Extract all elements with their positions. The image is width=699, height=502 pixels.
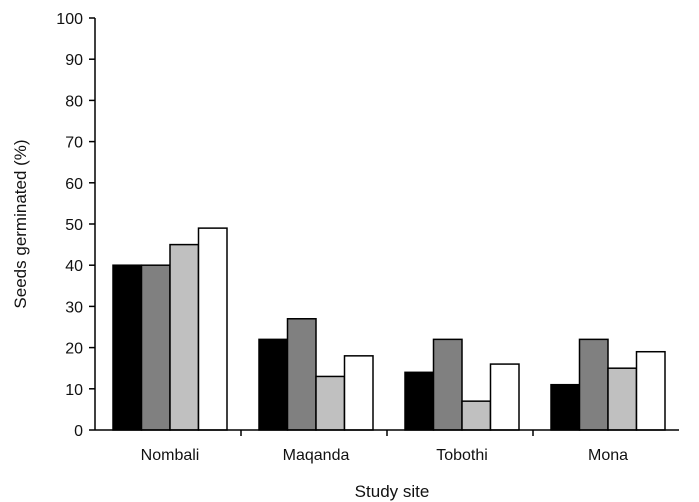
x-tick-label-tobothi: Tobothi <box>436 447 488 464</box>
y-tick-label: 20 <box>65 341 83 358</box>
bar-mona-4 <box>635 350 666 431</box>
bars-group <box>112 227 666 431</box>
x-ticks-group: Nombali Maqanda Tobothi Mona <box>141 430 628 464</box>
y-tick-label: 0 <box>74 423 83 440</box>
bar-tobothi-1 <box>404 371 435 431</box>
bar-maqanda-4 <box>343 355 374 431</box>
bar-mona-2 <box>578 338 609 431</box>
bar-tobothi-3 <box>461 400 492 431</box>
bar-tobothi-4 <box>489 363 520 431</box>
y-tick-label: 60 <box>65 176 83 193</box>
x-tick-label-nombali: Nombali <box>141 447 200 464</box>
bar-nombali-3 <box>169 243 200 431</box>
y-tick-label: 50 <box>65 217 83 234</box>
bar-maqanda-3 <box>315 375 346 431</box>
bar-nombali-1 <box>112 264 143 431</box>
y-tick-label: 100 <box>56 11 83 28</box>
bar-mona-1 <box>550 383 581 431</box>
y-ticks-group: 0 10 20 30 40 50 60 70 80 90 100 <box>56 11 95 440</box>
bar-mona-3 <box>607 367 638 431</box>
x-tick-label-mona: Mona <box>588 447 628 464</box>
y-tick-label: 30 <box>65 299 83 316</box>
x-axis-title: Study site <box>355 482 430 501</box>
y-tick-label: 40 <box>65 258 83 275</box>
y-tick-label: 90 <box>65 52 83 69</box>
x-tick-label-maqanda: Maqanda <box>283 447 350 464</box>
bar-maqanda-2 <box>286 318 317 431</box>
bar-tobothi-2 <box>432 338 463 431</box>
y-axis-title: Seeds germinated (%) <box>11 139 30 308</box>
y-tick-label: 80 <box>65 93 83 110</box>
bar-nombali-4 <box>197 227 228 431</box>
bar-nombali-2 <box>140 264 171 431</box>
y-tick-label: 10 <box>65 382 83 399</box>
y-tick-label: 70 <box>65 135 83 152</box>
bar-maqanda-1 <box>258 338 289 431</box>
